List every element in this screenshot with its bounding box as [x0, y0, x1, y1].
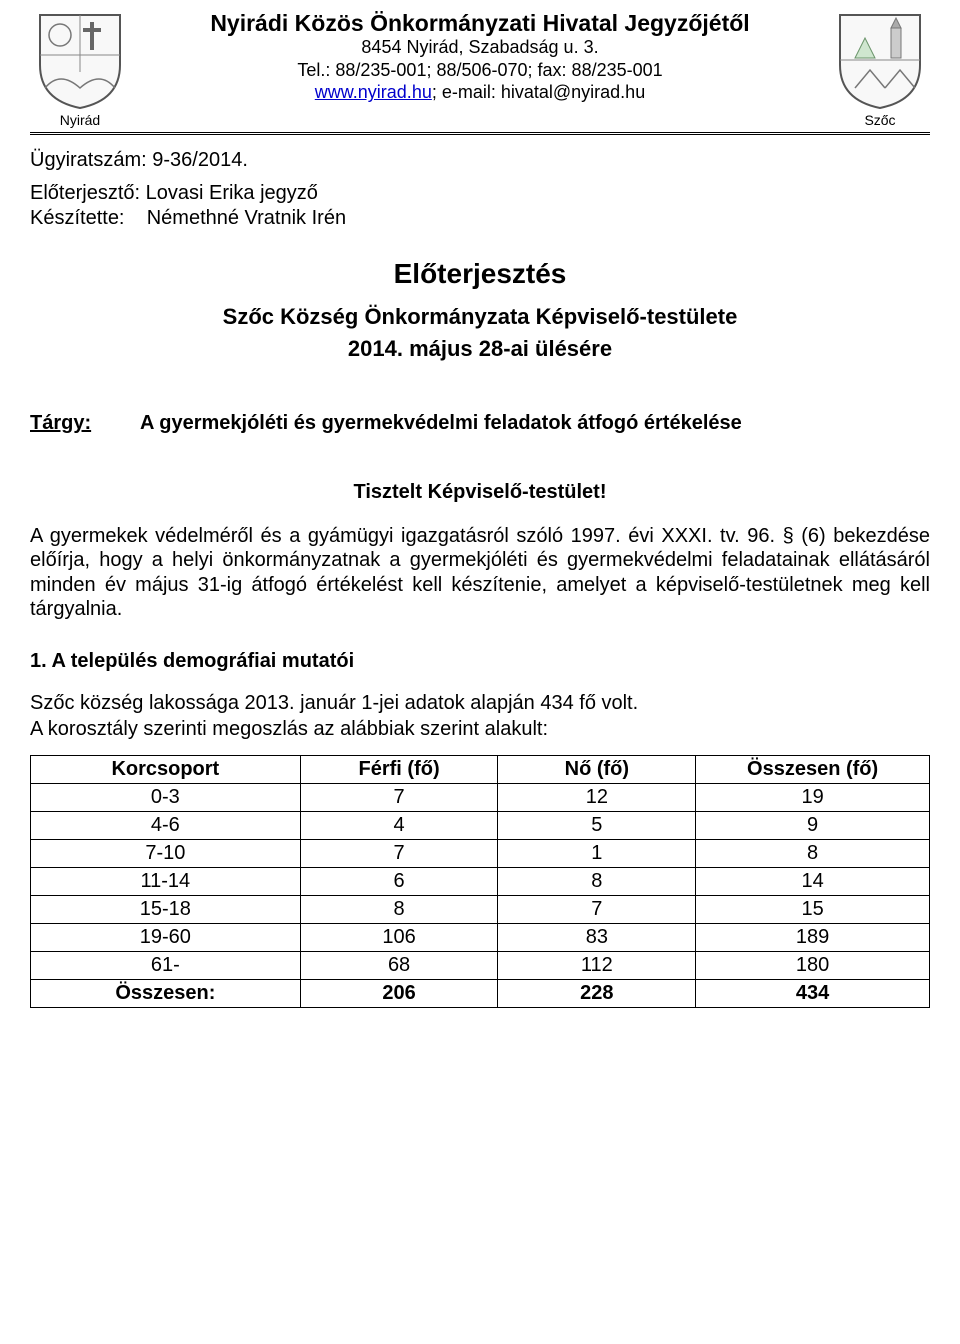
nyirad-crest-icon	[35, 10, 125, 110]
office-title: Nyirádi Közös Önkormányzati Hivatal Jegy…	[138, 10, 822, 36]
table-cell: 12	[498, 784, 696, 812]
table-cell: 7	[300, 784, 498, 812]
table-row: 0-371219	[31, 784, 930, 812]
table-cell: 15	[696, 896, 930, 924]
letterhead: Nyirád Nyirádi Közös Önkormányzati Hivat…	[30, 10, 930, 128]
office-address: 8454 Nyirád, Szabadság u. 3.	[138, 36, 822, 59]
table-cell: 4-6	[31, 812, 301, 840]
table-row: 19-6010683189	[31, 924, 930, 952]
table-cell: 15-18	[31, 896, 301, 924]
table-cell: 4	[300, 812, 498, 840]
table-cell: 6	[300, 868, 498, 896]
table-cell: 106	[300, 924, 498, 952]
table-row: 61-68112180	[31, 952, 930, 980]
meta-block: Előterjesztő: Lovasi Erika jegyző Készít…	[30, 182, 930, 230]
table-cell: 1	[498, 840, 696, 868]
col-korcsoport: Korcsoport	[31, 756, 301, 784]
table-cell: 5	[498, 812, 696, 840]
crest-left-block: Nyirád	[30, 10, 130, 128]
section-1-heading: 1. A település demográfiai mutatói	[30, 650, 930, 673]
table-cell: 7-10	[31, 840, 301, 868]
table-total-cell: 206	[300, 980, 498, 1008]
table-cell: 9	[696, 812, 930, 840]
office-email: ; e-mail: hivatal@nyirad.hu	[432, 82, 645, 102]
office-telephone: Tel.: 88/235-001; 88/506-070; fax: 88/23…	[138, 59, 822, 82]
subject-row: Tárgy: A gyermekjóléti és gyermekvédelmi…	[30, 412, 930, 435]
col-no: Nő (fő)	[498, 756, 696, 784]
table-cell: 14	[696, 868, 930, 896]
presenter-line: Előterjesztő: Lovasi Erika jegyző	[30, 182, 930, 205]
table-cell: 61-	[31, 952, 301, 980]
crest-right-block: Szőc	[830, 10, 930, 128]
doc-main-title: Előterjesztés	[30, 258, 930, 290]
header-divider	[30, 132, 930, 135]
table-cell: 19	[696, 784, 930, 812]
table-cell: 112	[498, 952, 696, 980]
table-row: 11-146814	[31, 868, 930, 896]
col-ferfi: Férfi (fő)	[300, 756, 498, 784]
section-1-line-1: Szőc község lakossága 2013. január 1-jei…	[30, 691, 930, 715]
section-1-line-2: A korosztály szerinti megoszlás az alább…	[30, 717, 930, 741]
table-row: 4-6459	[31, 812, 930, 840]
crest-right-label: Szőc	[830, 112, 930, 128]
table-cell: 83	[498, 924, 696, 952]
subject-text: A gyermekjóléti és gyermekvédelmi felada…	[140, 412, 742, 435]
header-center: Nyirádi Közös Önkormányzati Hivatal Jegy…	[130, 10, 830, 104]
author-line: Készítette: Némethné Vratnik Irén	[30, 207, 930, 230]
table-cell: 11-14	[31, 868, 301, 896]
table-total-cell: Összesen:	[31, 980, 301, 1008]
table-row: 15-188715	[31, 896, 930, 924]
table-total-cell: 434	[696, 980, 930, 1008]
table-cell: 19-60	[31, 924, 301, 952]
salutation: Tisztelt Képviselő-testület!	[30, 481, 930, 504]
table-cell: 68	[300, 952, 498, 980]
crest-left-label: Nyirád	[30, 112, 130, 128]
szoc-crest-icon	[835, 10, 925, 110]
table-cell: 8	[300, 896, 498, 924]
table-cell: 7	[498, 896, 696, 924]
body-paragraph: A gyermekek védelméről és a gyámügyi iga…	[30, 524, 930, 622]
doc-subtitle-1: Szőc Község Önkormányzata Képviselő-test…	[30, 304, 930, 330]
office-web-email: www.nyirad.hu; e-mail: hivatal@nyirad.hu	[138, 81, 822, 104]
table-cell: 8	[696, 840, 930, 868]
table-cell: 7	[300, 840, 498, 868]
table-cell: 8	[498, 868, 696, 896]
table-cell: 0-3	[31, 784, 301, 812]
table-cell: 180	[696, 952, 930, 980]
case-number: Ügyiratszám: 9-36/2014.	[30, 149, 930, 172]
table-row: 7-10718	[31, 840, 930, 868]
doc-subtitle-2: 2014. május 28-ai ülésére	[30, 336, 930, 362]
table-cell: 189	[696, 924, 930, 952]
demographics-table: Korcsoport Férfi (fő) Nő (fő) Összesen (…	[30, 755, 930, 1008]
table-total-row: Összesen:206228434	[31, 980, 930, 1008]
table-header-row: Korcsoport Férfi (fő) Nő (fő) Összesen (…	[31, 756, 930, 784]
table-total-cell: 228	[498, 980, 696, 1008]
website-link[interactable]: www.nyirad.hu	[315, 82, 432, 102]
subject-label: Tárgy:	[30, 412, 140, 435]
col-osszesen: Összesen (fő)	[696, 756, 930, 784]
